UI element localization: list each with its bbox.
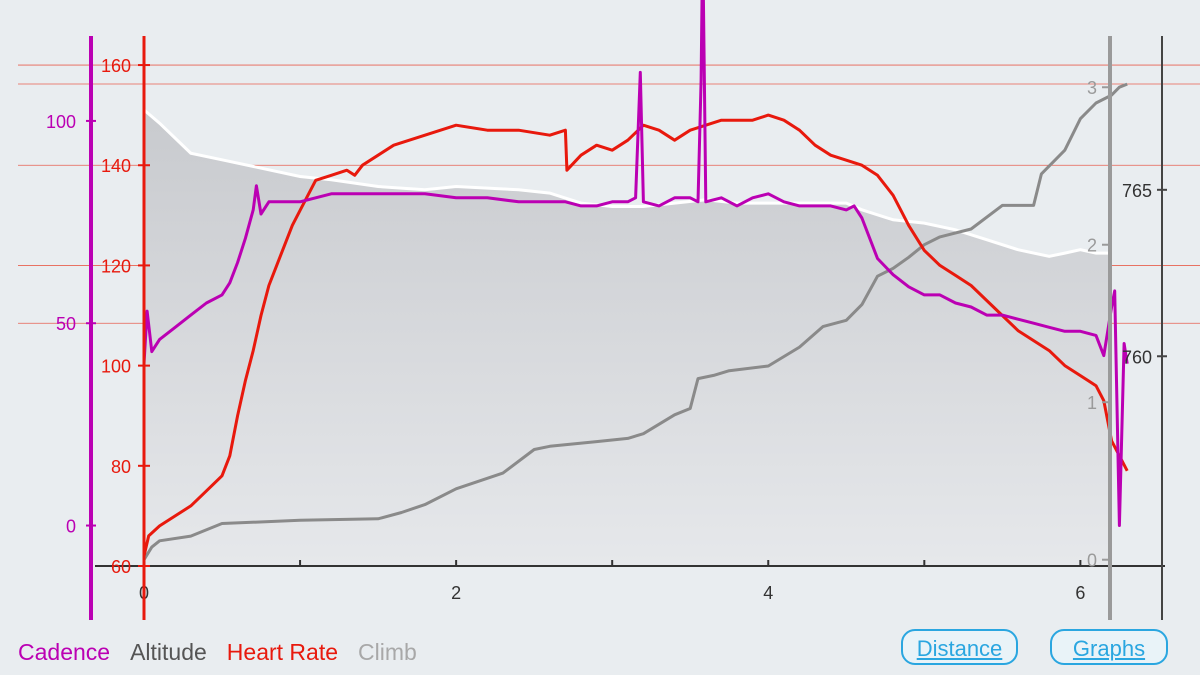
heart-rate-tick-label: 60 (111, 557, 131, 577)
graphs-button[interactable]: Graphs (1050, 629, 1168, 665)
legend-cadence: Cadence (18, 639, 111, 665)
cadence-line (142, 0, 1129, 527)
legend-heart-rate: Heart Rate (226, 639, 339, 665)
climb-line (143, 108, 1112, 258)
heart-rate-tick-label: 80 (111, 457, 131, 477)
x-tick-label: 2 (451, 583, 461, 603)
cadence-tick-label: 50 (56, 314, 76, 334)
heart-rate-tick-label: 160 (101, 56, 131, 76)
climb-tick-label: 2 (1087, 236, 1097, 256)
climb-area-layer (143, 108, 1112, 567)
climb-tick-label: 1 (1087, 393, 1097, 413)
cadence-tick-label: 0 (66, 517, 76, 537)
altitude-line (142, 82, 1128, 561)
heart-rate-line (142, 113, 1129, 557)
climb-tick-label: 0 (1087, 551, 1097, 571)
chart: 024660801001201401600501000123760765 (18, 0, 1200, 620)
legend-altitude: Altitude (130, 639, 207, 665)
altitude-tick-label: 765 (1122, 181, 1152, 201)
legend-climb: Climb (358, 639, 417, 665)
heart-rate-tick-label: 140 (101, 156, 131, 176)
altitude-tick-label: 760 (1122, 347, 1152, 367)
heart-rate-tick-label: 100 (101, 357, 131, 377)
cadence-tick-label: 100 (46, 112, 76, 132)
legend: Cadence Altitude Heart Rate Climb (18, 639, 437, 666)
climb-tick-label: 3 (1087, 78, 1097, 98)
x-tick-label: 6 (1075, 583, 1085, 603)
heart-rate-tick-label: 120 (101, 256, 131, 276)
distance-button[interactable]: Distance (901, 629, 1018, 665)
climb-area (144, 109, 1112, 567)
series-lines-layer (142, 0, 1129, 561)
axes-layer: 024660801001201401600501000123760765 (46, 36, 1167, 620)
x-tick-label: 4 (763, 583, 773, 603)
